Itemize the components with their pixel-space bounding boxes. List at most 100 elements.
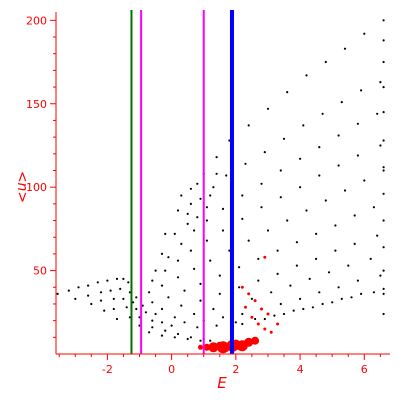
data-point (318, 146, 321, 149)
data-point (115, 277, 119, 280)
data-point (379, 81, 382, 84)
data-point (353, 242, 356, 245)
data-point (221, 207, 225, 210)
data-point (138, 324, 141, 327)
data-point (350, 296, 353, 299)
data-point (241, 322, 244, 326)
data-point (176, 276, 180, 279)
highlight-point (215, 341, 224, 350)
data-point (299, 186, 302, 189)
x-tick-label: 4 (297, 363, 304, 376)
data-point (160, 252, 164, 255)
data-point (154, 269, 157, 272)
data-point (164, 232, 167, 235)
data-point (215, 172, 218, 175)
data-point (372, 291, 375, 294)
data-point (343, 189, 347, 192)
data-point (279, 169, 282, 172)
data-point (279, 196, 282, 199)
data-point (112, 297, 115, 300)
data-point (176, 332, 180, 336)
data-point (321, 302, 324, 306)
highlight-point (244, 337, 254, 347)
data-point (115, 317, 119, 321)
data-point (132, 301, 135, 304)
data-point (212, 307, 215, 311)
data-point (382, 139, 385, 142)
data-point (135, 296, 138, 299)
data-point (151, 301, 154, 304)
data-point (141, 304, 144, 307)
data-point (218, 274, 221, 277)
highlight-point (263, 255, 267, 259)
data-point (379, 274, 382, 277)
data-point (122, 277, 125, 280)
data-point (96, 281, 99, 284)
y-tick-label: 150 (26, 98, 47, 111)
data-point (353, 214, 356, 217)
axes-layer (55, 12, 390, 355)
data-point (282, 312, 286, 316)
data-point (337, 134, 340, 137)
data-point (148, 291, 151, 294)
data-point (205, 239, 208, 242)
data-point (279, 302, 282, 306)
data-point (128, 316, 131, 319)
data-point (173, 336, 176, 339)
x-tick-label: -2 (102, 363, 113, 376)
data-point (295, 241, 298, 244)
data-point (382, 269, 385, 272)
data-point (56, 292, 59, 295)
data-point (189, 249, 192, 252)
data-point (241, 194, 244, 197)
data-point (244, 162, 247, 165)
data-point (164, 269, 167, 272)
data-point (199, 339, 202, 342)
data-point (276, 272, 279, 275)
data-point (276, 249, 279, 252)
data-point (144, 311, 147, 314)
data-point (369, 257, 372, 260)
data-point (376, 112, 379, 115)
data-point (356, 154, 359, 157)
y-axis-label: <n> (14, 171, 30, 203)
data-point (315, 257, 318, 260)
data-point (154, 312, 157, 316)
data-point (199, 299, 202, 302)
highlight-point (244, 305, 247, 309)
data-point (337, 286, 340, 289)
data-point (241, 312, 244, 316)
data-point (382, 312, 385, 316)
data-point (327, 271, 331, 274)
highlight-point (223, 346, 230, 352)
data-point (379, 144, 382, 147)
highlight-point (203, 343, 211, 351)
data-point (305, 74, 308, 77)
data-point (270, 291, 273, 294)
data-point (151, 279, 154, 282)
data-point (360, 89, 363, 92)
data-point (334, 249, 337, 252)
data-point (170, 324, 173, 327)
data-point (282, 137, 286, 140)
highlight-layer (198, 255, 280, 354)
data-point (363, 32, 366, 35)
highlight-point (263, 327, 267, 331)
data-point (286, 91, 289, 94)
data-point (318, 174, 321, 177)
data-point (376, 234, 379, 237)
data-point (160, 307, 164, 311)
data-point (199, 282, 202, 285)
data-point (382, 111, 385, 114)
data-point (324, 60, 327, 64)
data-point (128, 291, 131, 294)
data-point (164, 329, 167, 332)
data-point (315, 232, 318, 235)
data-point (321, 112, 324, 115)
data-point (193, 312, 196, 316)
data-point (382, 19, 385, 22)
data-point (382, 60, 385, 64)
data-point (372, 206, 375, 209)
